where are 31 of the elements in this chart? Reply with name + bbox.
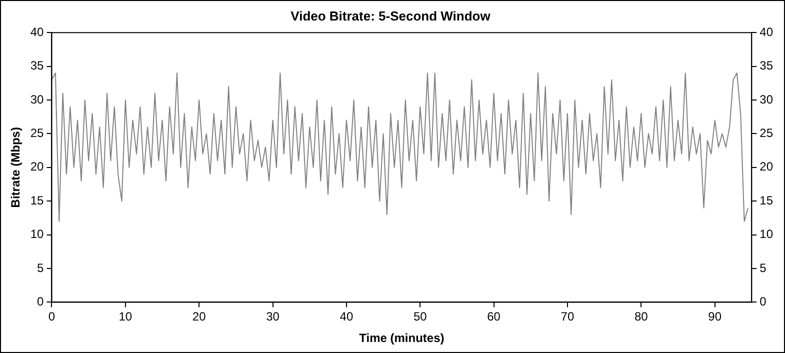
y-tick-label: 0 xyxy=(37,294,44,309)
x-tick-label: 70 xyxy=(560,310,574,324)
y-tick-label: 10 xyxy=(30,227,44,242)
x-tick-label: 80 xyxy=(634,310,648,324)
y-tick-label: 20 xyxy=(30,160,44,174)
y2-tick-label: 35 xyxy=(760,58,774,73)
x-axis-title: Time (minutes) xyxy=(359,331,444,346)
x-tick-label: 10 xyxy=(118,310,132,324)
y2-tick-label: 15 xyxy=(760,193,774,208)
y-tick-label: 25 xyxy=(30,126,44,140)
y2-tick-label: 25 xyxy=(760,126,774,140)
y2-tick-label: 0 xyxy=(760,294,767,309)
y-tick-label: 35 xyxy=(30,58,44,73)
y2-tick-label: 5 xyxy=(760,260,767,275)
y2-tick-label: 40 xyxy=(760,24,774,39)
x-tick-label: 60 xyxy=(487,310,501,324)
y-tick-label: 5 xyxy=(37,260,44,275)
x-tick-label: 20 xyxy=(192,310,206,324)
x-tick-label: 40 xyxy=(340,310,354,324)
x-tick-label: 30 xyxy=(266,310,280,324)
x-tick-label: 0 xyxy=(48,310,56,324)
chart-title: Video Bitrate: 5-Second Window xyxy=(290,8,492,24)
y2-tick-label: 10 xyxy=(760,227,774,242)
y-tick-label: 15 xyxy=(30,193,44,208)
y-tick-label: 30 xyxy=(30,92,44,106)
y-tick-label: 40 xyxy=(30,24,44,39)
x-tick-label: 90 xyxy=(708,310,722,324)
y2-tick-label: 20 xyxy=(760,160,774,174)
x-tick-label: 50 xyxy=(413,310,428,324)
y2-tick-label: 30 xyxy=(760,92,774,106)
y-axis-title: Bitrate (Mbps) xyxy=(8,127,23,208)
